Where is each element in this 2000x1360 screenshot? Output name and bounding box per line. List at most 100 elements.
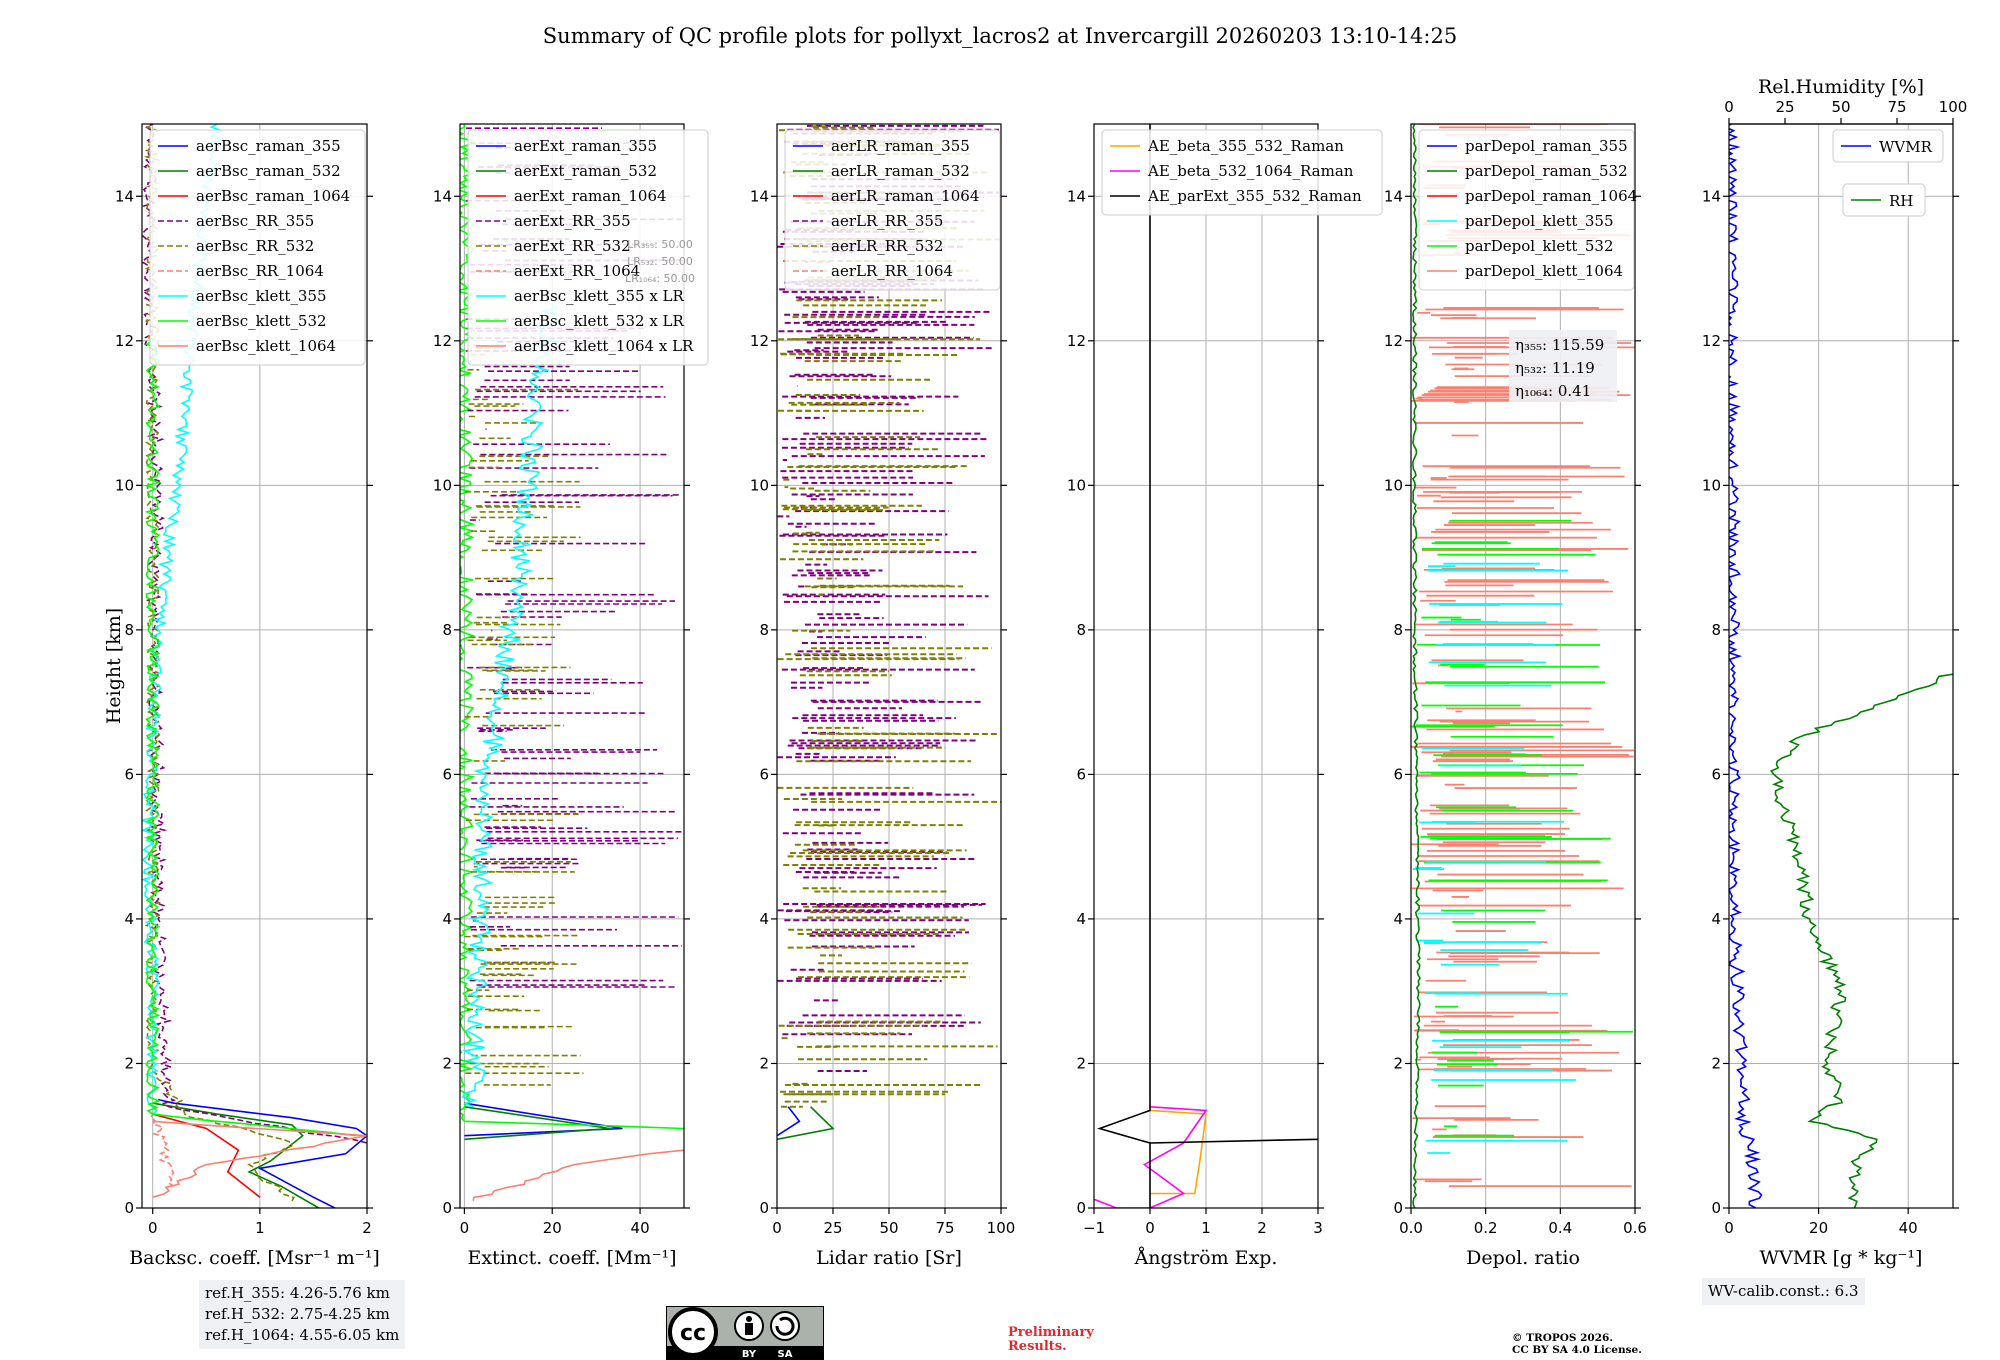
legend-entry: aerBsc_klett_355 x LR <box>514 287 685 305</box>
legend-entry: aerBsc_raman_355 <box>196 137 341 155</box>
legend-box <box>784 129 1001 291</box>
ytick-label: 10 <box>115 476 134 494</box>
ytick-label: 14 <box>433 187 452 205</box>
wv-calib-box: WV-calib.const.: 6.3 <box>1702 1278 1865 1305</box>
legend-entry: aerExt_RR_1064 <box>514 262 640 280</box>
figure-title: Summary of QC profile plots for pollyxt_… <box>543 24 1457 48</box>
top-xtick-label: 75 <box>1887 98 1906 116</box>
series-undefined <box>1411 124 1421 1208</box>
legend-entry: aerBsc_klett_1064 x LR <box>514 337 694 355</box>
legend-box <box>149 129 366 366</box>
legend-depolarization: parDepol_raman_355 parDepol_raman_532 parD… <box>1418 129 1637 291</box>
xtick-label: 25 <box>823 1219 842 1237</box>
ytick-label: 12 <box>1384 332 1403 350</box>
ytick-label: 0 <box>1393 1199 1403 1217</box>
panel-extinction: 0 20 40 Extinct. coeff. [Mm⁻¹] aerExt_raman_… <box>454 123 709 1269</box>
ytick-label: 14 <box>1702 187 1721 205</box>
xtick-label: 0 <box>1724 1219 1734 1237</box>
xtick-label: 0 <box>148 1219 158 1237</box>
top-xtick-label: 100 <box>1939 98 1968 116</box>
ytick-label: 4 <box>1393 910 1403 928</box>
ref-height-355: ref.H_355: 4.26-5.76 km <box>205 1284 390 1302</box>
legend-entry: parDepol_raman_532 <box>1465 162 1628 180</box>
series-AE_parExt_355_532_Raman <box>1096 124 1318 1208</box>
ytick-label: 10 <box>1067 476 1086 494</box>
ytick-label: 8 <box>1393 621 1403 639</box>
xtick-label: 2 <box>362 1219 372 1237</box>
ytick-label: 8 <box>759 621 769 639</box>
series-aerBsc_klett_532 x LR <box>460 124 684 1130</box>
ytick-label: 14 <box>750 187 769 205</box>
xtick-label: 40 <box>631 1219 650 1237</box>
ytick-label: 8 <box>124 621 134 639</box>
legend-entry: aerLR_raman_355 <box>831 137 970 155</box>
legend-entry: aerBsc_raman_1064 <box>196 187 350 205</box>
ytick-label: 8 <box>442 621 452 639</box>
copyright-line-2: CC BY SA 4.0 License. <box>1512 1344 1642 1356</box>
ytick-label: 4 <box>124 910 134 928</box>
legend-box <box>1101 129 1383 216</box>
xtick-label: 75 <box>935 1219 954 1237</box>
series-undefined <box>777 1106 801 1137</box>
series-aerExt_RR_532 <box>464 344 584 1086</box>
ytick-label: 0 <box>442 1199 452 1217</box>
preliminary-note: Preliminary Results. <box>1008 1326 1094 1354</box>
axes-frame <box>1728 123 1954 1209</box>
legend-lidar_ratio: aerLR_raman_355 aerLR_raman_532 aerLR_rama… <box>784 129 1001 291</box>
ytick-label: 6 <box>124 765 134 783</box>
sa-icon <box>770 1311 800 1341</box>
legend-entry: RH <box>1889 192 1913 210</box>
x-axis-label: Depol. ratio <box>1466 1247 1580 1269</box>
reference-height-box: ref.H_355: 4.26-5.76 km ref.H_532: 2.75-… <box>199 1280 406 1349</box>
ytick-label: 0 <box>759 1199 769 1217</box>
top-axis-label: Rel.Humidity [%] <box>1758 76 1924 98</box>
ytick-label: 6 <box>759 765 769 783</box>
ref-height-532: ref.H_532: 2.75-4.25 km <box>205 1305 390 1323</box>
top-xtick-label: 25 <box>1775 98 1794 116</box>
x-axis-label: Extinct. coeff. [Mm⁻¹] <box>467 1247 676 1269</box>
by-label: BY <box>742 1349 757 1360</box>
legend-entry: AE_beta_532_1064_Raman <box>1147 162 1354 180</box>
legend-entry: aerBsc_klett_532 <box>196 312 327 330</box>
cc-icon <box>668 1307 718 1357</box>
legend-entry: aerLR_RR_1064 <box>831 262 953 280</box>
axes-frame <box>141 123 368 1209</box>
xtick-label: 20 <box>1809 1219 1828 1237</box>
legend-entry: aerBsc_RR_355 <box>196 212 314 230</box>
ytick-label: 14 <box>1384 187 1403 205</box>
ytick-label: 12 <box>433 332 452 350</box>
cc-by-sa-badge: cc BY SA <box>666 1306 824 1360</box>
ytick-label: 2 <box>1393 1054 1403 1072</box>
ytick-label: 8 <box>1711 621 1721 639</box>
xtick-label: 100 <box>987 1219 1016 1237</box>
series-aerExt_raman_355 <box>464 1102 623 1137</box>
series-undefined <box>777 1106 835 1141</box>
data-layer <box>1094 124 1318 1208</box>
legend-entry: aerExt_RR_355 <box>514 212 631 230</box>
series-aerBsc_klett_532 <box>143 340 357 1137</box>
legend-entry: aerExt_RR_532 <box>514 237 631 255</box>
eta-box: η₃₅₅: 115.59 η₅₃₂: 11.19 η₁₀₆₄: 0.41 <box>1509 330 1617 402</box>
gridlines <box>1093 124 1319 1209</box>
ytick-label: 2 <box>1076 1054 1086 1072</box>
series-undefined <box>461 304 561 1108</box>
legend-entry: aerLR_raman_532 <box>831 162 970 180</box>
preliminary-line-2: Results. <box>1008 1339 1067 1354</box>
xtick-label: 0 <box>460 1219 470 1237</box>
xtick-label: 0.2 <box>1474 1219 1498 1237</box>
legend-entry: aerExt_raman_532 <box>514 162 657 180</box>
x-axis-label: Ångström Exp. <box>1134 1247 1278 1269</box>
x-axis-label: Backsc. coeff. [Msr⁻¹ m⁻¹] <box>129 1247 380 1269</box>
copyright-line-1: © TROPOS 2026. <box>1512 1332 1614 1344</box>
lr-note: LR₃₅₅: 50.00 <box>627 238 693 251</box>
legend-entry: aerBsc_klett_532 x LR <box>514 312 685 330</box>
xtick-label: 3 <box>1313 1219 1323 1237</box>
axes-frame <box>459 123 685 1209</box>
ytick-label: 10 <box>433 476 452 494</box>
legend-box <box>1842 183 1926 217</box>
legend-entry: parDepol_raman_1064 <box>1465 187 1637 205</box>
lr-note: LR₁₀₆₄: 50.00 <box>625 272 695 285</box>
top-xtick-label: 50 <box>1831 98 1850 116</box>
ytick-label: 6 <box>1711 765 1721 783</box>
data-layer <box>1729 124 1953 1208</box>
